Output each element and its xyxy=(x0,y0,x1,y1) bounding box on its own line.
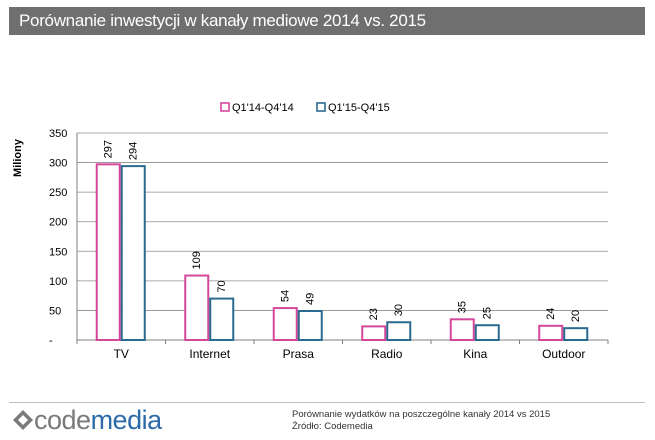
footer-note: Porównanie wydatków na poszczególne kana… xyxy=(292,409,550,433)
bar-2015 xyxy=(209,297,235,342)
bar-2014 xyxy=(184,274,210,341)
bar-2014 xyxy=(538,324,564,342)
data-label: 25 xyxy=(482,307,494,319)
y-tick-label: 100 xyxy=(49,276,67,288)
y-tick-label: 200 xyxy=(49,217,67,229)
footer-divider xyxy=(9,402,645,403)
footer-description: Porównanie wydatków na poszczególne kana… xyxy=(292,409,551,420)
bar-2014 xyxy=(361,325,387,342)
bar-2015 xyxy=(297,310,323,341)
x-tick-label: Internet xyxy=(189,347,230,361)
data-label: 49 xyxy=(305,293,317,305)
x-tick-label: TV xyxy=(114,347,129,361)
y-tick-label: 150 xyxy=(49,246,67,258)
y-tick-label: - xyxy=(49,335,53,347)
logo-diamond-icon xyxy=(13,410,33,430)
legend-swatch-1 xyxy=(220,102,230,112)
data-label: 54 xyxy=(280,290,292,302)
footer-source: Źródło: Codemedia xyxy=(292,421,373,432)
data-label: 35 xyxy=(457,301,469,313)
legend-swatch-2 xyxy=(316,102,326,112)
x-tick-label: Outdoor xyxy=(542,347,585,361)
bar-chart: - 50 100 150 200 250 300 350 Miliony TV 297 294 Inte… xyxy=(12,102,609,361)
data-label: 24 xyxy=(545,308,557,320)
y-tick-label: 300 xyxy=(49,158,67,170)
x-tick-label: Kina xyxy=(463,347,487,361)
logo-text-code: code xyxy=(34,405,91,435)
bar-2014 xyxy=(449,318,475,341)
codemedia-logo: codemedia xyxy=(12,405,162,435)
data-label: 109 xyxy=(191,251,203,269)
data-label: 23 xyxy=(368,308,380,320)
x-tick-label: Radio xyxy=(371,347,403,361)
bar-2015 xyxy=(386,321,412,341)
y-tick-label: 350 xyxy=(49,128,67,140)
bar-2015 xyxy=(120,165,146,341)
y-axis-label: Miliony xyxy=(12,138,24,177)
y-tick-label: 250 xyxy=(49,187,67,199)
data-label: 20 xyxy=(570,310,582,322)
logo-text-media: media xyxy=(90,405,163,435)
bar-2015 xyxy=(563,327,589,341)
bar-2015 xyxy=(474,324,500,342)
data-label: 70 xyxy=(216,280,228,292)
legend-label-1: Q1'14-Q4'14 xyxy=(232,102,294,114)
data-label: 297 xyxy=(103,140,115,158)
x-tick-label: Prasa xyxy=(283,347,315,361)
bar-2014 xyxy=(272,307,298,342)
data-label: 294 xyxy=(128,142,140,160)
logo-text: codemedia xyxy=(34,405,162,435)
y-tick-label: 50 xyxy=(49,305,61,317)
data-label: 30 xyxy=(393,304,405,316)
legend-label-2: Q1'15-Q4'15 xyxy=(328,102,390,114)
page-title: Porównanie inwestycji w kanały mediowe 2… xyxy=(9,7,645,35)
bar-2014 xyxy=(95,163,121,341)
